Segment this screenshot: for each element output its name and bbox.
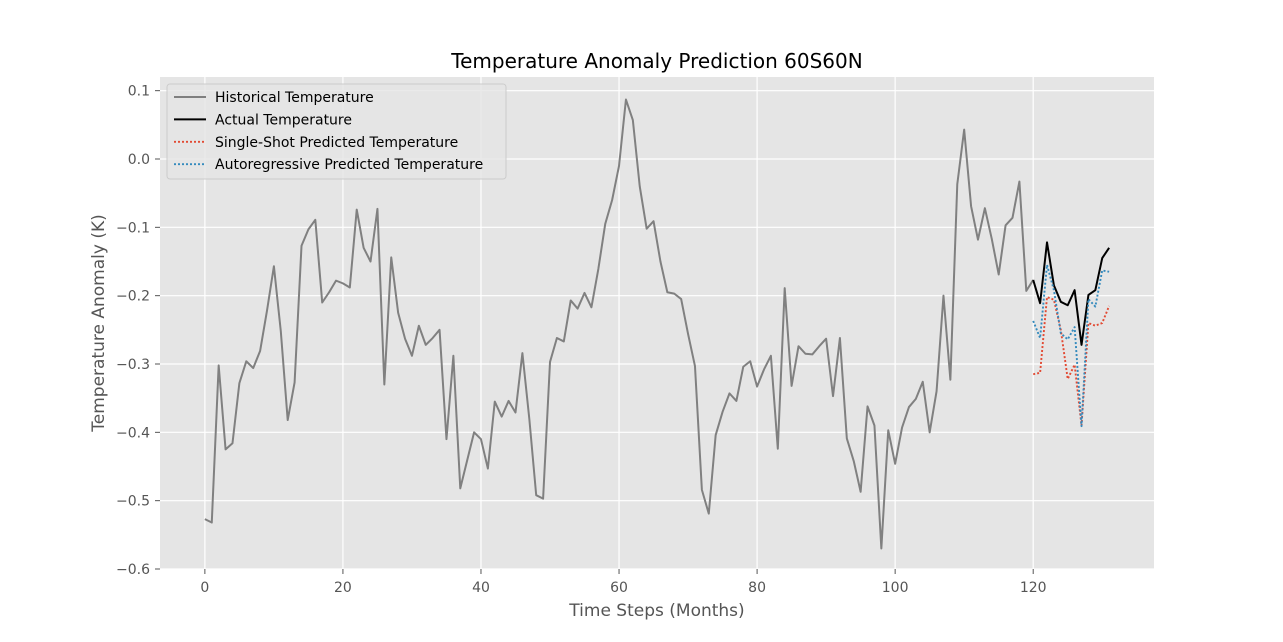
- legend: Historical Temperature Actual Temperature…: [166, 83, 507, 180]
- y-axis-label: Temperature Anomaly (K): [89, 214, 109, 432]
- x-tick-label: 40: [472, 580, 490, 596]
- y-tick-label: −0.3: [116, 357, 150, 373]
- y-tick-label: −0.1: [116, 220, 150, 236]
- y-tick-label: 0.1: [128, 84, 150, 100]
- y-tick-label: −0.6: [116, 562, 150, 578]
- x-tick-label: 120: [1020, 580, 1047, 596]
- x-axis-label: Time Steps (Months): [568, 601, 744, 621]
- x-tick-label: 60: [610, 580, 628, 596]
- series-line-3: [1032, 263, 1110, 428]
- legend-label-1: Actual Temperature: [215, 112, 352, 128]
- y-tick-label: −0.5: [116, 494, 150, 510]
- y-axis-ticks: 0.1 0.0 −0.1 −0.2 −0.3 −0.4 −0.5 −0.6: [116, 84, 160, 578]
- x-tick-label: 20: [334, 580, 352, 596]
- x-tick-label: 0: [200, 580, 209, 596]
- legend-box: [166, 83, 507, 180]
- x-tick-label: 80: [748, 580, 766, 596]
- y-tick-label: −0.4: [116, 425, 150, 441]
- series-line-1: [1032, 241, 1110, 346]
- y-tick-label: 0.0: [128, 152, 150, 168]
- y-tick-label: −0.2: [116, 289, 150, 305]
- x-tick-label: 100: [882, 580, 909, 596]
- legend-label-3: Autoregressive Predicted Temperature: [215, 157, 483, 173]
- legend-label-0: Historical Temperature: [215, 90, 374, 106]
- series-lines: [204, 98, 1111, 550]
- series-line-0: [204, 98, 1035, 550]
- chart-title: Temperature Anomaly Prediction 60S60N: [450, 49, 862, 73]
- legend-label-2: Single-Shot Predicted Temperature: [215, 135, 458, 151]
- x-axis-ticks: 0 20 40 60 80 100 120: [200, 569, 1047, 596]
